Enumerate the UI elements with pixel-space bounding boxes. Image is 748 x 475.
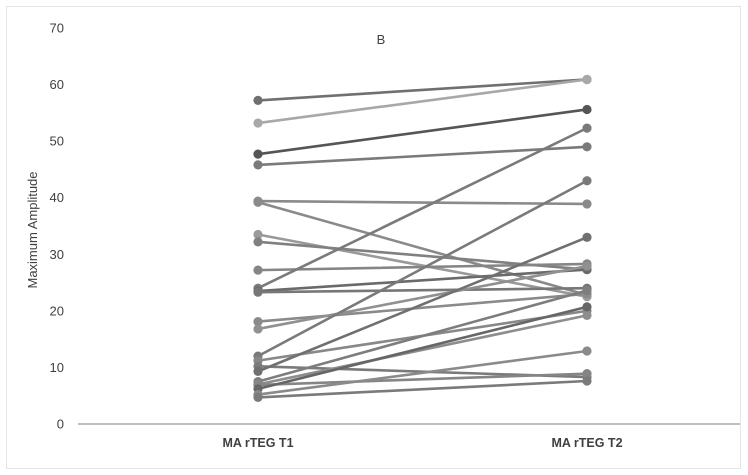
y-tick-label: 60 [50, 77, 64, 92]
series-line [256, 145, 589, 167]
data-point [582, 376, 592, 386]
y-tick-label: 0 [57, 417, 64, 432]
data-point [582, 176, 592, 186]
series [253, 261, 592, 334]
data-point [253, 237, 263, 247]
data-point [582, 302, 592, 312]
series-line [256, 286, 589, 294]
series-line [256, 78, 589, 125]
data-point [582, 261, 592, 271]
data-point [253, 287, 263, 297]
series-line [256, 78, 589, 102]
series [253, 74, 592, 128]
series [253, 142, 592, 170]
axes: 0 10 20 30 40 50 60 70 MA rTEG T1 MA rTEG T2 [50, 21, 740, 450]
data-point [253, 324, 263, 334]
data-point [253, 392, 263, 403]
data-point [582, 346, 592, 356]
data-point [582, 310, 592, 320]
series-line [256, 349, 589, 396]
series-line [256, 179, 589, 358]
data-point [253, 118, 263, 128]
data-point [253, 366, 263, 376]
series [253, 197, 592, 300]
y-tick-label: 50 [50, 134, 64, 149]
data-point [582, 285, 592, 296]
series-line [256, 199, 589, 206]
chart-frame [6, 6, 741, 469]
chart-border [6, 6, 741, 469]
data-point [582, 232, 592, 242]
data-point [582, 104, 592, 115]
x-category-label: MA rTEG T2 [551, 436, 622, 450]
data-point [253, 229, 263, 240]
data-point [253, 265, 263, 275]
series-line [256, 264, 589, 331]
y-tick-label: 30 [50, 247, 64, 262]
series [253, 232, 592, 376]
series-line [256, 289, 589, 383]
y-tick-label: 10 [50, 360, 64, 375]
series-line [256, 108, 589, 156]
series-line [256, 200, 589, 297]
series-line [256, 126, 589, 290]
x-category-label: MA rTEG T1 [222, 436, 293, 450]
data-point [253, 197, 263, 207]
data-point [253, 95, 263, 106]
y-tick-label: 40 [50, 190, 64, 205]
series-line [256, 379, 589, 399]
data-point [582, 74, 592, 85]
series-lines [253, 74, 592, 403]
y-tick-label: 70 [50, 21, 64, 36]
data-point [582, 142, 592, 152]
data-point [582, 369, 592, 379]
data-point [253, 317, 263, 327]
data-point [253, 149, 263, 159]
series-line [256, 305, 589, 391]
data-point [253, 160, 263, 170]
series-line [256, 236, 589, 373]
series [253, 283, 592, 297]
series-line [256, 314, 589, 386]
chart-title: B [377, 32, 386, 47]
series [253, 104, 592, 159]
series [253, 376, 592, 403]
data-point [582, 199, 592, 209]
y-tick-label: 20 [50, 303, 64, 318]
series [253, 369, 592, 390]
series-line [256, 372, 589, 387]
series-line [256, 268, 589, 293]
series-line [256, 292, 589, 323]
series-line [256, 233, 589, 299]
data-point [582, 123, 592, 133]
y-axis-label: Maximum Amplitude [25, 171, 40, 288]
